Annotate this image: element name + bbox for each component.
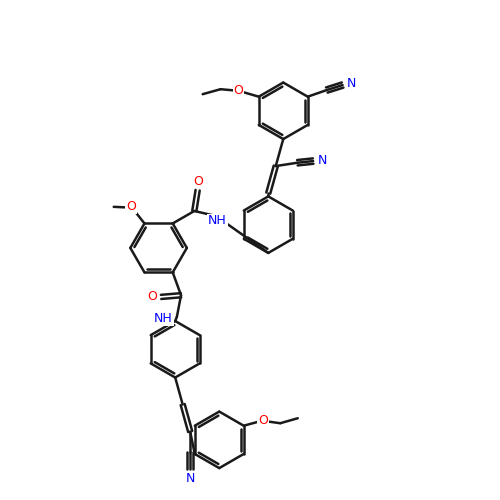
Text: O: O [234, 84, 243, 97]
Text: N: N [318, 154, 327, 167]
Text: NH: NH [208, 214, 227, 228]
Text: O: O [126, 200, 136, 213]
Text: O: O [258, 414, 268, 427]
Text: N: N [347, 77, 356, 90]
Text: N: N [186, 472, 195, 486]
Text: O: O [193, 174, 203, 188]
Text: NH: NH [154, 312, 173, 325]
Text: O: O [147, 290, 157, 304]
